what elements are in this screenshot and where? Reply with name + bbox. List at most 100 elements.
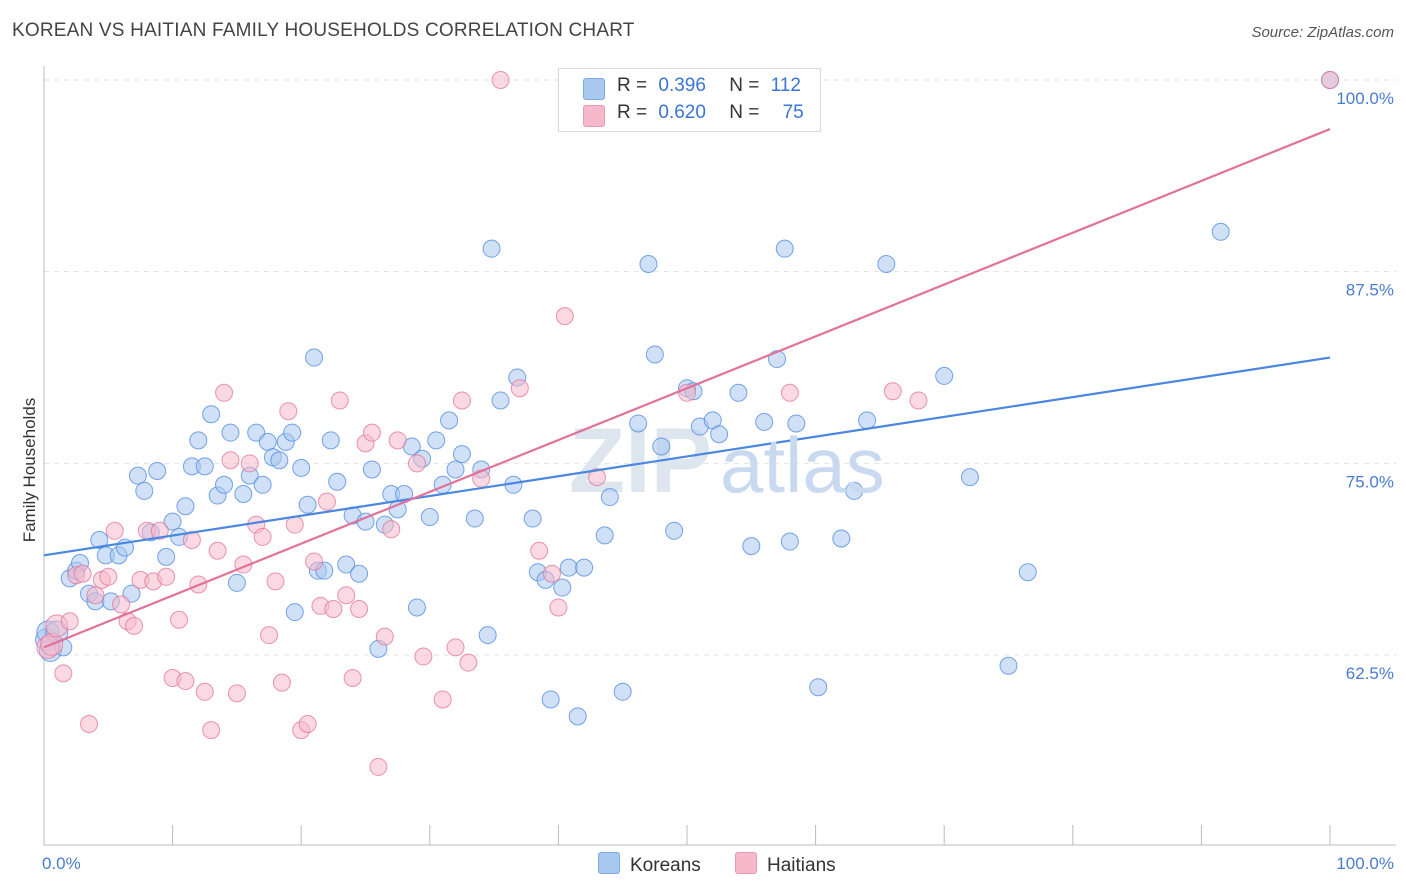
legend-n-label: N = — [729, 75, 760, 96]
data-point — [328, 472, 347, 491]
data-point — [350, 564, 369, 583]
watermark-atlas: atlas — [720, 421, 885, 509]
legend-r-value: 0.396 — [658, 75, 706, 96]
tick-labels: 62.5% 75.0% 87.5% 100.0% 0.0% 100.0% — [42, 89, 1394, 873]
data-point — [202, 721, 221, 740]
data-point — [645, 345, 664, 364]
data-point — [388, 431, 407, 450]
data-point — [407, 454, 426, 473]
data-point — [407, 598, 426, 617]
data-point — [125, 616, 144, 635]
data-point — [1321, 71, 1339, 89]
data-point — [549, 598, 568, 617]
data-point — [530, 541, 549, 560]
data-point — [221, 451, 240, 470]
data-point — [595, 526, 614, 545]
data-point — [877, 255, 896, 273]
data-point — [321, 431, 340, 450]
data-point — [446, 638, 465, 657]
data-point — [710, 425, 729, 444]
data-point — [99, 567, 118, 586]
data-point — [272, 673, 291, 692]
trend-line-koreans — [43, 356, 1331, 557]
data-point — [382, 520, 401, 539]
data-point — [279, 402, 298, 421]
legend-swatch-koreans — [583, 78, 605, 100]
data-point — [330, 391, 349, 410]
data-point — [729, 383, 748, 402]
data-point — [542, 564, 561, 583]
data-point — [227, 684, 246, 703]
data-point — [775, 239, 794, 258]
data-point — [629, 414, 648, 433]
data-point — [86, 586, 105, 605]
data-point — [459, 653, 478, 672]
data-point — [285, 603, 304, 622]
legend-n-value: 75 — [782, 102, 804, 123]
data-point — [559, 558, 578, 577]
data-point — [215, 475, 234, 494]
x-tick-label: 100.0% — [1336, 854, 1394, 873]
trend-line-haitians — [43, 128, 1331, 649]
bottom-legend-koreans: Koreans — [598, 852, 701, 877]
data-point — [555, 307, 574, 326]
data-point — [960, 468, 979, 487]
data-point — [553, 578, 572, 597]
source-label: Source: ZipAtlas.com — [1251, 24, 1394, 41]
data-point — [292, 458, 311, 477]
data-point — [909, 391, 928, 410]
data-point — [163, 512, 182, 531]
data-point — [305, 348, 324, 367]
data-point — [189, 431, 208, 450]
y-tick-label: 100.0% — [1336, 89, 1394, 108]
data-point — [298, 495, 317, 514]
data-point — [128, 466, 147, 485]
data-point — [105, 521, 124, 540]
data-point — [845, 481, 864, 500]
data-point — [568, 707, 587, 726]
data-point — [446, 460, 465, 479]
data-point — [362, 423, 381, 442]
y-axis-label: Family Households — [20, 397, 39, 543]
data-point — [270, 451, 289, 470]
series-koreans — [35, 71, 1339, 726]
data-point — [157, 567, 176, 586]
legend-r-value: 0.620 — [658, 102, 706, 123]
data-point — [157, 547, 176, 566]
haitians-label: Haitians — [767, 855, 836, 876]
legend-r-label: R = — [617, 102, 648, 123]
data-point — [465, 509, 484, 528]
data-point — [283, 423, 302, 442]
data-point — [195, 682, 214, 701]
trend-lines — [43, 128, 1331, 649]
series-haitians — [36, 71, 1339, 776]
data-point — [414, 647, 433, 666]
data-point — [452, 391, 471, 410]
data-point — [258, 432, 277, 451]
legend-n-value: 112 — [770, 75, 801, 96]
data-point — [478, 626, 497, 645]
data-point — [832, 529, 851, 548]
points-layer — [35, 71, 1339, 776]
data-point — [298, 715, 317, 733]
data-point — [253, 475, 272, 494]
data-point — [317, 492, 336, 511]
data-point — [510, 379, 529, 398]
data-point — [787, 414, 806, 433]
data-point — [420, 508, 439, 526]
data-point — [80, 715, 99, 733]
haitians-swatch — [735, 852, 757, 874]
data-point — [253, 527, 272, 546]
data-point — [491, 71, 510, 89]
data-point — [170, 610, 189, 629]
data-point — [234, 485, 253, 503]
data-point — [523, 509, 542, 528]
data-point — [780, 383, 799, 402]
data-point — [375, 627, 394, 646]
data-point — [337, 555, 356, 574]
legend-n-label: N = — [729, 102, 760, 123]
data-point — [665, 521, 684, 540]
data-point — [809, 678, 828, 697]
data-point — [491, 391, 510, 410]
